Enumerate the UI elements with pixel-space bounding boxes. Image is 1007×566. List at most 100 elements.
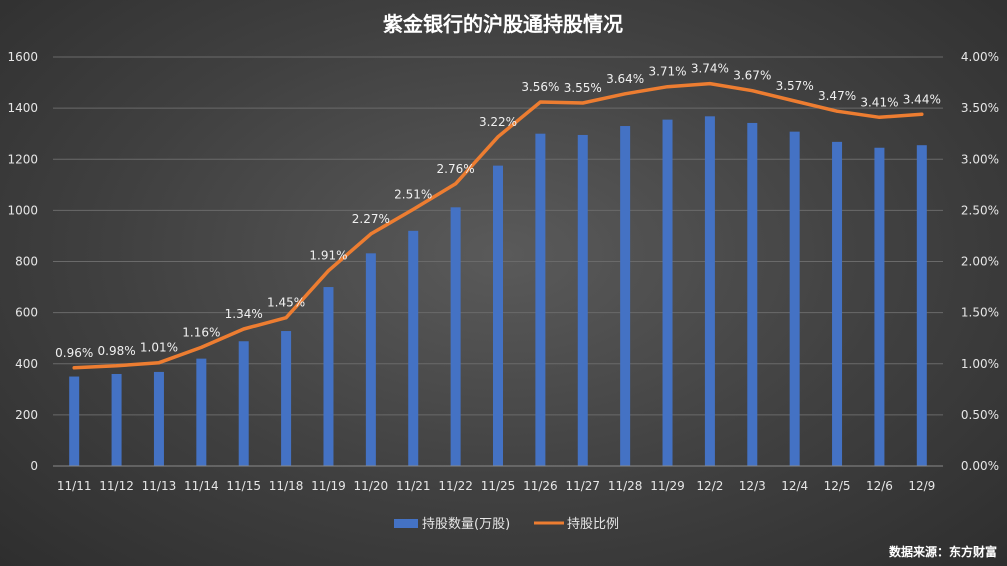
bar [153, 371, 164, 466]
x-tick-label: 11/26 [523, 479, 558, 493]
line-point [157, 361, 161, 365]
legend: 持股数量(万股) 持股比例 [394, 517, 619, 532]
line-point [115, 364, 119, 368]
line-point [496, 135, 500, 139]
left-tick-label: 1400 [7, 101, 38, 115]
bar [747, 122, 758, 467]
right-tick-label: 2.00% [961, 255, 999, 269]
right-tick-label: 0.00% [961, 459, 999, 473]
right-tick-label: 2.50% [961, 203, 999, 217]
x-tick-label: 11/25 [481, 479, 516, 493]
data-label: 3.56% [521, 80, 559, 94]
data-label: 0.98% [98, 344, 136, 358]
line-point [369, 232, 373, 236]
x-tick-label: 11/20 [354, 479, 389, 493]
bar [238, 341, 249, 466]
x-tick-label: 11/11 [57, 479, 92, 493]
data-label: 3.64% [606, 72, 644, 86]
bar [281, 331, 292, 466]
left-tick-label: 200 [15, 408, 38, 422]
left-tick-label: 1000 [7, 203, 38, 217]
data-label: 3.41% [860, 95, 898, 109]
line-point [284, 316, 288, 320]
bar [493, 165, 503, 466]
bar [662, 119, 673, 467]
bar [365, 253, 376, 466]
bar [577, 134, 588, 466]
x-tick-label: 11/14 [184, 479, 219, 493]
right-tick-label: 4.00% [961, 50, 999, 64]
data-labels: 0.96% 0.98% 1.01% 1.16% 1.34% 1.45% 1.91% 2.27%… [55, 62, 941, 360]
data-label: 3.57% [776, 79, 814, 93]
data-label: 1.01% [140, 341, 178, 355]
bar [832, 141, 843, 466]
right-tick-label: 1.00% [961, 357, 999, 371]
x-axis: 11/11 11/12 11/13 11/14 11/15 11/18 11/19 11/20… [53, 465, 943, 493]
line-point [750, 89, 754, 93]
x-tick-label: 11/22 [438, 479, 473, 493]
bar [450, 207, 461, 466]
left-axis: 0 200 400 600 800 1000 1200 1400 1600 [7, 50, 38, 473]
bar [704, 116, 715, 467]
bar [196, 358, 207, 466]
bar [535, 133, 546, 466]
right-tick-label: 1.50% [961, 306, 999, 320]
x-tick-label: 11/13 [142, 479, 177, 493]
line-point [666, 85, 670, 89]
line-point [411, 207, 415, 211]
x-tick-label: 11/27 [565, 479, 600, 493]
line-point [793, 99, 797, 103]
line-point [326, 269, 330, 273]
data-label: 3.74% [691, 62, 729, 76]
line-point [835, 109, 839, 113]
left-tick-label: 1200 [7, 152, 38, 166]
bar [916, 145, 927, 467]
left-tick-label: 0 [30, 459, 38, 473]
x-tick-label: 11/28 [608, 479, 643, 493]
x-tick-label: 12/3 [739, 479, 766, 493]
line-point [454, 182, 458, 186]
bar [789, 131, 800, 466]
line-point [708, 82, 712, 86]
line-point [581, 101, 585, 105]
data-label: 2.76% [437, 162, 475, 176]
line-series [72, 81, 924, 370]
left-tick-label: 400 [15, 357, 38, 371]
right-tick-label: 3.50% [961, 101, 999, 115]
left-tick-label: 600 [15, 306, 38, 320]
data-label: 3.55% [564, 81, 602, 95]
bar [69, 376, 80, 466]
source-note: 数据来源：东方财富 [889, 544, 997, 559]
data-label: 1.34% [225, 307, 263, 321]
data-label: 3.67% [733, 69, 771, 83]
x-tick-label: 12/6 [866, 479, 893, 493]
bar [874, 147, 885, 466]
x-tick-label: 11/21 [396, 479, 431, 493]
data-label: 3.44% [903, 92, 941, 106]
data-label: 2.51% [394, 187, 432, 201]
bar [111, 373, 122, 466]
x-tick-label: 12/5 [824, 479, 851, 493]
legend-swatch-bar [394, 519, 418, 528]
x-tick-label: 11/29 [650, 479, 685, 493]
line-point [242, 327, 246, 331]
data-label: 1.16% [182, 325, 220, 339]
bar-series [69, 116, 927, 467]
x-tick-label: 11/12 [99, 479, 134, 493]
x-tick-label: 11/19 [311, 479, 346, 493]
line-point [877, 115, 881, 119]
bar [323, 287, 334, 466]
data-label: 2.27% [352, 212, 390, 226]
x-tick-label: 12/9 [908, 479, 935, 493]
right-axis: 0.00% 0.50% 1.00% 1.50% 2.00% 2.50% 3.00% 3.50%… [961, 50, 999, 473]
left-tick-label: 800 [15, 255, 38, 269]
data-label: 1.91% [309, 249, 347, 263]
data-label: 1.45% [267, 296, 305, 310]
data-label: 3.22% [479, 115, 517, 129]
right-tick-label: 3.00% [961, 152, 999, 166]
line-point [920, 112, 924, 116]
x-tick-label: 11/18 [269, 479, 304, 493]
data-label: 0.96% [55, 346, 93, 360]
right-tick-label: 0.50% [961, 408, 999, 422]
